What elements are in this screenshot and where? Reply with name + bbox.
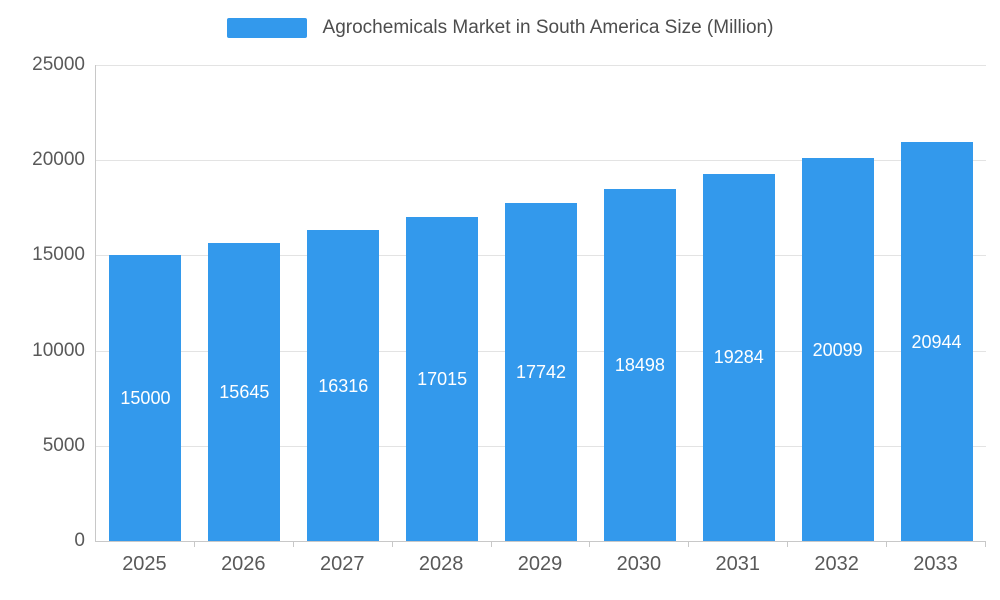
x-tick-label: 2031 xyxy=(715,553,761,575)
bar-value-label: 15000 xyxy=(120,388,171,409)
x-tick-mark xyxy=(985,541,986,547)
bar-value-label: 20099 xyxy=(812,339,863,360)
x-tick-mark xyxy=(193,541,195,547)
bar-value-label: 16316 xyxy=(318,375,369,396)
bar: 17742 xyxy=(505,203,577,541)
y-tick-label: 25000 xyxy=(32,54,85,75)
y-tick-label: 5000 xyxy=(42,434,85,456)
y-tick-label: 15000 xyxy=(32,244,85,266)
bar: 15645 xyxy=(208,243,281,541)
legend-swatch-icon xyxy=(226,18,307,38)
x-tick-mark xyxy=(886,541,888,547)
bar: 20944 xyxy=(900,142,973,541)
bar: 20099 xyxy=(801,158,874,541)
x-tick-mark xyxy=(292,541,294,547)
x-tick-label: 2025 xyxy=(122,553,167,575)
x-tick-label: 2028 xyxy=(418,553,464,575)
x-tick-label: 2033 xyxy=(913,553,958,575)
x-tick-label: 2030 xyxy=(616,553,662,575)
x-tick-mark xyxy=(688,541,690,547)
plot-area: 15000 15645 16316 17015 17742 18498 19284 20099… xyxy=(95,65,986,542)
bar: 15000 xyxy=(109,255,182,541)
bar-value-label: 20944 xyxy=(911,331,962,352)
bar-value-label: 17742 xyxy=(515,362,567,383)
bar: 16316 xyxy=(307,230,380,541)
y-tick-label: 0 xyxy=(74,530,85,551)
gridline xyxy=(96,65,986,66)
gridline xyxy=(96,160,986,162)
bar: 18498 xyxy=(603,188,676,541)
bar-value-label: 19284 xyxy=(713,347,764,368)
x-tick-mark xyxy=(490,541,492,547)
bar-value-label: 18498 xyxy=(614,354,665,375)
bar: 19284 xyxy=(702,173,775,541)
x-tick-label: 2026 xyxy=(221,553,266,575)
bar-value-label: 15645 xyxy=(219,382,270,403)
y-tick-label: 20000 xyxy=(32,149,85,171)
chart-title: Agrochemicals Market in South America Si… xyxy=(322,17,774,38)
x-tick-mark xyxy=(391,541,393,547)
bar-value-label: 17015 xyxy=(417,369,468,390)
x-tick-label: 2029 xyxy=(517,553,563,575)
x-tick-mark xyxy=(787,541,789,547)
legend: Agrochemicals Market in South America Si… xyxy=(0,15,1000,41)
bar: 17015 xyxy=(406,217,479,541)
x-tick-label: 2027 xyxy=(319,553,365,575)
legend-item[interactable]: Agrochemicals Market in South America Si… xyxy=(226,17,774,39)
y-tick-label: 10000 xyxy=(32,339,85,361)
x-tick-label: 2032 xyxy=(814,553,859,575)
x-tick-mark xyxy=(589,541,591,547)
